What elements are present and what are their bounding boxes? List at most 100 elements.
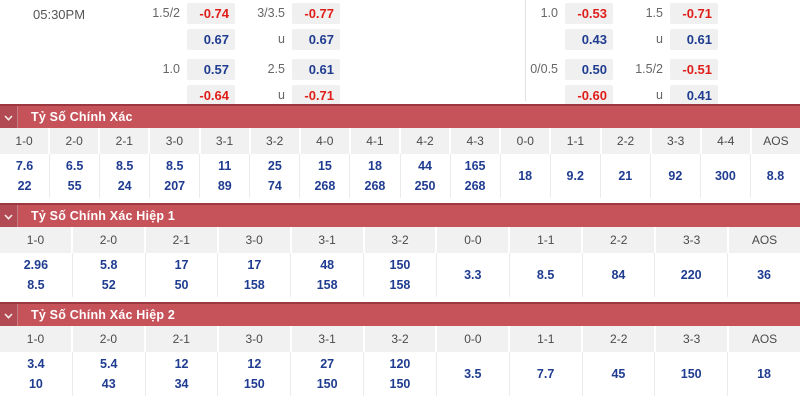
score-column-header: 1-1 [510,326,584,352]
odds-price[interactable]: -0.60 [565,85,613,106]
score-odds-cell[interactable]: 12 34 [146,352,219,396]
section-header-bar[interactable]: Tỷ Số Chính Xác Hiệp 1 [0,203,800,227]
score-odds-cell[interactable]: 48 158 [291,253,365,297]
collapse-toggle[interactable] [0,304,18,326]
match-time: 05:30PM [33,7,86,22]
handicap-line-label: 1.5/2 [635,62,663,76]
odds-row: 0/0.5 0.50 1.5/2 -0.51 [508,59,718,80]
odds-value: 220 [680,268,702,282]
odds-value: 2.96 [23,258,49,272]
odds-price[interactable]: 0.57 [187,59,235,80]
score-odds-cell[interactable]: 3.4 10 [0,352,73,396]
score-odds-cell[interactable]: 92 [651,154,701,198]
odds-value: 7.7 [536,367,555,381]
section-header-bar[interactable]: Tỷ Số Chính Xác Hiệp 2 [0,302,800,326]
correct-score-sections: Tỷ Số Chính Xác 1-0 2-0 2-1 3-0 3-1 3-2 4-0 4-1 4… [0,104,800,396]
score-odds-cell[interactable]: 300 [701,154,751,198]
score-odds-cell[interactable]: 150 [655,352,729,396]
odds-value: 17 [174,258,189,272]
score-odds-cell[interactable]: 5.8 52 [73,253,146,297]
score-odds-cell[interactable]: 11 89 [200,154,251,198]
score-column-header: 1-0 [0,326,73,352]
score-odds-cell[interactable]: 44 250 [401,154,451,198]
score-odds-cell[interactable]: 8.5 24 [100,154,151,198]
odds-value: 158 [243,278,265,292]
odds-price[interactable]: 0.61 [670,29,718,50]
odds-price[interactable]: -0.74 [187,3,235,24]
score-odds-cell[interactable]: 18 268 [350,154,401,198]
score-odds-cell[interactable]: 120 150 [364,352,437,396]
score-odds-cell[interactable]: 5.4 43 [73,352,146,396]
score-column-header: 3-1 [292,326,365,352]
score-odds-cell[interactable]: 150 158 [364,253,437,297]
odds-value: 7.6 [15,159,34,173]
score-odds-cell[interactable]: 7.7 [510,352,583,396]
correct-score-section: Tỷ Số Chính Xác Hiệp 2 1-0 2-0 2-1 3-0 3-1 3-2… [0,302,800,396]
odds-price[interactable]: 0.61 [292,59,340,80]
score-odds-cell[interactable]: 220 [655,253,729,297]
odds-price[interactable]: 0.50 [565,59,613,80]
odds-price[interactable]: -0.53 [565,3,613,24]
score-odds-cell[interactable]: 17 50 [146,253,219,297]
collapse-toggle[interactable] [0,205,18,227]
handicap-line-label: 2.5 [267,62,285,76]
section-title: Tỷ Số Chính Xác Hiệp 2 [31,308,176,322]
score-column-header: 3-1 [292,227,365,253]
score-odds-cell[interactable]: 17 158 [218,253,292,297]
score-odds-cell[interactable]: 84 [583,253,656,297]
score-odds-cell[interactable]: 9.2 [551,154,601,198]
odds-value: 250 [414,179,436,193]
odds-value: 18 [518,169,533,183]
score-odds-cell[interactable]: 18 [501,154,551,198]
score-odds-cell[interactable]: 12 150 [218,352,292,396]
odds-value: 158 [316,278,338,292]
odds-price[interactable]: -0.71 [670,3,718,24]
score-odds-cell[interactable]: 6.5 55 [50,154,101,198]
odds-price[interactable]: 0.67 [187,29,235,50]
odds-group-fulltime: 1.5/2 -0.74 3/3.5 -0.77 0.67 u 0.67 1.0 0.57 2.5 0… [130,3,340,111]
score-odds-cell[interactable]: 15 268 [300,154,351,198]
odds-price[interactable]: -0.64 [187,85,235,106]
score-column-header: AOS [763,134,789,148]
collapse-toggle[interactable] [0,106,18,128]
odds-value: 268 [464,179,486,193]
score-odds-cell[interactable]: 8.5 [510,253,583,297]
handicap-line-label: 1.5 [645,6,663,20]
score-odds-cell[interactable]: 45 [583,352,656,396]
score-column-header: AOS [751,332,778,346]
score-column-header: 2-2 [583,227,657,253]
odds-value: 89 [217,179,232,193]
odds-value: 3.5 [464,367,482,381]
score-odds-cell[interactable]: 3.5 [437,352,510,396]
score-odds-cell[interactable]: 3.3 [437,253,510,297]
score-odds-cell[interactable]: 18 [728,352,800,396]
score-column-header: 2-0 [73,326,146,352]
odds-value: 48 [320,258,335,272]
section-header-bar[interactable]: Tỷ Số Chính Xác [0,104,800,128]
score-column-header: 0-0 [437,227,511,253]
odds-price[interactable]: -0.51 [670,59,718,80]
chevron-down-icon [4,207,13,225]
odds-price[interactable]: 0.41 [670,85,718,106]
score-odds-cell[interactable]: 165 268 [451,154,501,198]
score-odds-cell[interactable]: 27 150 [291,352,365,396]
score-odds-cell[interactable]: 8.5 207 [150,154,201,198]
odds-price[interactable]: 0.67 [292,29,340,50]
score-odds-cell[interactable]: 25 74 [250,154,301,198]
odds-value: 10 [28,377,43,391]
odds-price[interactable]: -0.77 [292,3,340,24]
odds-row: -0.64 u -0.71 [130,85,340,106]
handicap-line-label: 0/0.5 [530,62,558,76]
odds-value: 150 [680,367,702,381]
score-column-header: AOS [751,233,778,247]
score-odds-cell[interactable]: 8.8 [751,154,800,198]
chevron-down-icon [4,306,13,324]
odds-price[interactable]: -0.71 [292,85,340,106]
correct-score-section: Tỷ Số Chính Xác Hiệp 1 1-0 2-0 2-1 3-0 3-1 3-2… [0,203,800,297]
score-odds-cell[interactable]: 21 [601,154,651,198]
score-odds-cell[interactable]: 2.96 8.5 [0,253,73,297]
score-odds-cell[interactable]: 7.6 22 [0,154,51,198]
score-odds-cell[interactable]: 36 [728,253,800,297]
odds-price[interactable]: 0.43 [565,29,613,50]
score-column-header: 3-2 [251,128,301,154]
